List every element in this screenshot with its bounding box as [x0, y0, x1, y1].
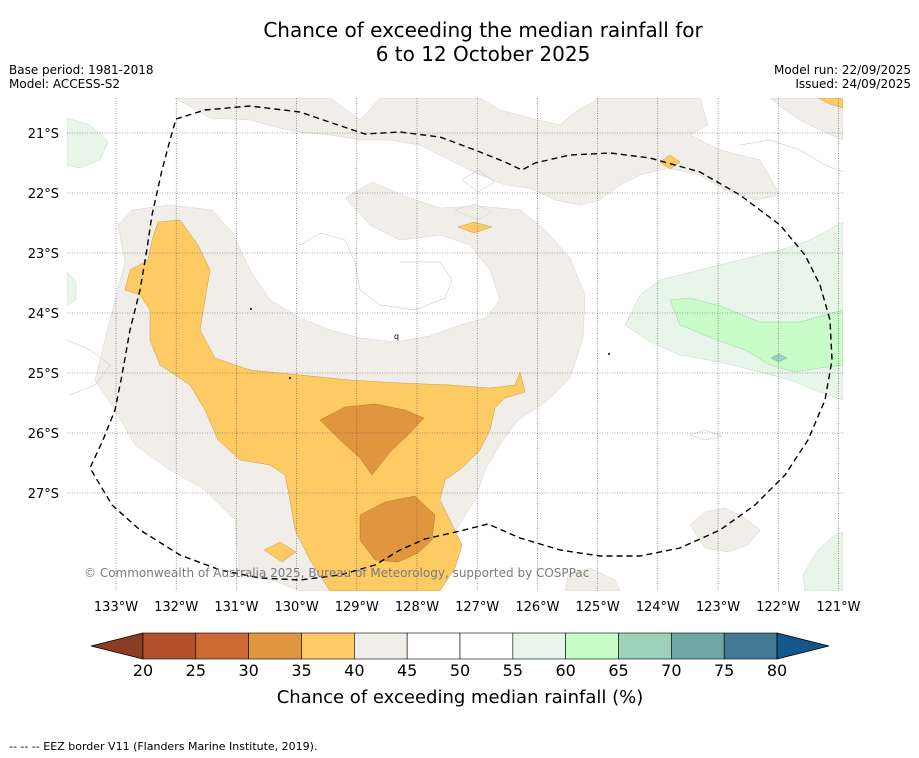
island-marker-3: [608, 353, 610, 355]
pale-green-top-left: [67, 117, 109, 169]
lat-label: 23°S: [28, 247, 59, 262]
lon-label: 121°W: [816, 600, 860, 615]
colorbar-ticks: 20 25 30 35 40 45 50 55 60 65 70 75 80: [133, 661, 787, 680]
orange-corner-blob: [817, 98, 843, 109]
colorbar-tick-label: 20: [133, 661, 153, 680]
green-right: [669, 297, 843, 373]
latitude-labels: 21°S 22°S 23°S 24°S 25°S 26°S 27°S: [28, 127, 59, 502]
band-30-35: [319, 403, 436, 563]
title-line-2: 6 to 12 October 2025: [375, 42, 591, 66]
colorbar-tick-label: 70: [661, 661, 681, 680]
colorbar-segment: [142, 632, 197, 660]
colorbar-label: Chance of exceeding median rainfall (%): [277, 687, 644, 708]
contour-bottom: [689, 429, 723, 441]
issued-date: Issued: 24/09/2025: [795, 77, 911, 91]
colorbar-under-arrow: [90, 632, 144, 660]
band-60-65: [669, 297, 843, 373]
colorbar-tick-label: 65: [608, 661, 628, 680]
pale-green-left-edge: [67, 271, 77, 306]
lon-label: 129°W: [335, 600, 379, 615]
colorbar-tick-label: 50: [450, 661, 470, 680]
colorbar-tick-label: 45: [397, 661, 417, 680]
dark-orange-lower: [359, 495, 436, 563]
lon-label: 126°W: [515, 600, 559, 615]
band-65-70-blob: [770, 353, 788, 363]
lon-label: 132°W: [154, 600, 198, 615]
lon-label: 122°W: [756, 600, 800, 615]
model-run: Model run: 22/09/2025: [773, 63, 911, 77]
lon-label: 123°W: [696, 600, 740, 615]
colorbar-segment: [671, 632, 725, 660]
colorbar-over-arrow: [776, 632, 830, 660]
colorbar-segment: [195, 632, 249, 660]
contour-small: [461, 169, 496, 193]
orange-small-blob-top: [457, 221, 493, 234]
colorbar-segment: [406, 632, 461, 660]
orange-main-region: [124, 219, 526, 591]
model-name: Model: ACCESS-S2: [9, 77, 121, 91]
colorbar-tick-label: 75: [714, 661, 734, 680]
chart-title: Chance of exceeding the median rainfall …: [0, 18, 919, 66]
colorbar-segment: [618, 632, 672, 660]
orange-small-blob-left: [263, 541, 297, 563]
lat-label: 27°S: [28, 487, 59, 502]
lon-label: 133°W: [94, 600, 138, 615]
colorbar-segment: [723, 632, 778, 660]
colorbar-segment: [565, 632, 619, 660]
lat-label: 22°S: [28, 187, 59, 202]
lon-label: 131°W: [214, 600, 258, 615]
lat-label: 25°S: [28, 367, 59, 382]
colorbar-tick-label: 35: [291, 661, 311, 680]
island-marker-2: [289, 377, 291, 379]
beige-small-blob: [454, 203, 493, 221]
map-area: [67, 98, 843, 591]
colorbar-segment: [354, 632, 408, 660]
contour-center: [299, 232, 453, 311]
title-line-1: Chance of exceeding the median rainfall …: [263, 18, 703, 42]
lon-label: 128°W: [395, 600, 439, 615]
meta-right: Model run: 22/09/2025 Issued: 24/09/2025: [774, 63, 911, 91]
contour-left: [67, 339, 111, 396]
colorbar-segments: [142, 632, 778, 660]
beige-bottom-right-blob: [689, 507, 761, 553]
contour-right: [739, 139, 843, 173]
colorbar-segment: [459, 632, 514, 660]
colorbar-segment: [512, 632, 566, 660]
pale-green-bottom-right: [802, 531, 843, 591]
colorbar-tick-label: 55: [503, 661, 523, 680]
band-35-40: [124, 98, 843, 591]
colorbar-tick-label: 30: [238, 661, 258, 680]
lat-label: 24°S: [28, 307, 59, 322]
lon-label: 130°W: [275, 600, 319, 615]
colorbar-tick-label: 25: [186, 661, 206, 680]
lon-label: 127°W: [455, 600, 499, 615]
colorbar: 20 25 30 35 40 45 50 55 60 65 70 75 80 Chance of exc…: [90, 632, 830, 708]
lat-label: 26°S: [28, 427, 59, 442]
beige-right-top: [769, 98, 843, 141]
island-label: q: [394, 332, 399, 341]
longitude-labels: 133°W 132°W 131°W 130°W 129°W 128°W 127°W 126°W…: [94, 600, 861, 615]
base-period: Base period: 1981-2018: [9, 63, 154, 77]
colorbar-tick-label: 60: [555, 661, 575, 680]
colorbar-tick-label: 40: [344, 661, 364, 680]
contour-lines: [67, 139, 843, 441]
beige-bottom-blob: [564, 567, 621, 591]
colorbar-segment: [248, 632, 302, 660]
eez-border: [89, 105, 833, 581]
lat-label: 21°S: [28, 127, 59, 142]
island-marker-1: [250, 308, 252, 310]
eez-legend: -- -- -- EEZ border V11 (Flanders Marine…: [9, 740, 318, 753]
lon-label: 125°W: [576, 600, 620, 615]
meta-left: Base period: 1981-2018 Model: ACCESS-S2: [9, 63, 154, 91]
colorbar-segment: [301, 632, 355, 660]
dark-orange-upper: [319, 403, 425, 476]
lon-label: 124°W: [636, 600, 680, 615]
colorbar-tick-label: 80: [767, 661, 787, 680]
copyright-text: © Commonwealth of Australia 2025, Bureau…: [84, 566, 589, 580]
